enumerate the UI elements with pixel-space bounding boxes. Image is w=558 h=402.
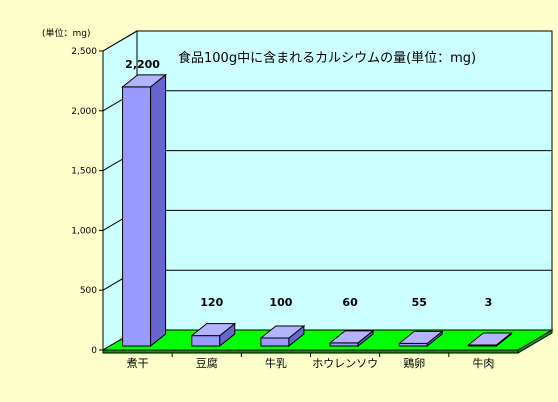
bar-top xyxy=(121,74,168,88)
chart-title: 食品100g中に含まれるカルシウムの量(単位：mg) xyxy=(178,50,476,66)
bar-top xyxy=(328,330,375,344)
bar-front xyxy=(122,86,152,347)
gridline xyxy=(102,30,552,52)
bar-top xyxy=(397,330,444,344)
labels: 0 500 1,000 1,500 2,000 2,500 2,200 煮干 120 豆腐 100 牛… xyxy=(71,47,494,370)
bar-front xyxy=(191,335,221,347)
bar-top xyxy=(466,332,513,346)
bar xyxy=(121,73,168,348)
axes xyxy=(99,50,450,357)
bar xyxy=(466,331,513,348)
y-axis-unit-label: (単位：mg) xyxy=(42,27,91,39)
bar xyxy=(397,330,444,348)
bar-top xyxy=(190,323,237,337)
data-label: 2,200 xyxy=(125,58,160,71)
floor-side xyxy=(517,329,553,354)
data-label: 120 xyxy=(200,296,223,309)
floor-edge xyxy=(102,349,519,354)
bar-top xyxy=(259,325,306,339)
y-tick-label: 1,500 xyxy=(71,167,97,177)
bar xyxy=(259,324,306,348)
category-label: ホウレンソウ xyxy=(312,357,378,370)
bar xyxy=(190,322,237,348)
y-tick-label: 1,000 xyxy=(71,226,97,236)
bar-side xyxy=(150,73,167,348)
data-label: 60 xyxy=(342,296,358,309)
y-tick-label: 2,000 xyxy=(71,107,97,117)
y-tick-label: 2,500 xyxy=(71,47,97,57)
bar xyxy=(328,329,375,348)
category-label: 鶏卵 xyxy=(403,356,425,370)
bars xyxy=(121,73,513,348)
category-label: 煮干 xyxy=(127,357,149,370)
y-tick-label: 0 xyxy=(91,346,97,356)
back-wall xyxy=(136,30,553,331)
data-label: 100 xyxy=(269,296,292,309)
data-label: 3 xyxy=(485,296,493,309)
data-label: 55 xyxy=(412,296,427,309)
category-label: 牛肉 xyxy=(472,356,494,370)
category-label: 豆腐 xyxy=(196,356,218,370)
category-label: 牛乳 xyxy=(265,356,287,370)
bar-front xyxy=(260,337,290,347)
y-tick-label: 500 xyxy=(80,286,97,296)
